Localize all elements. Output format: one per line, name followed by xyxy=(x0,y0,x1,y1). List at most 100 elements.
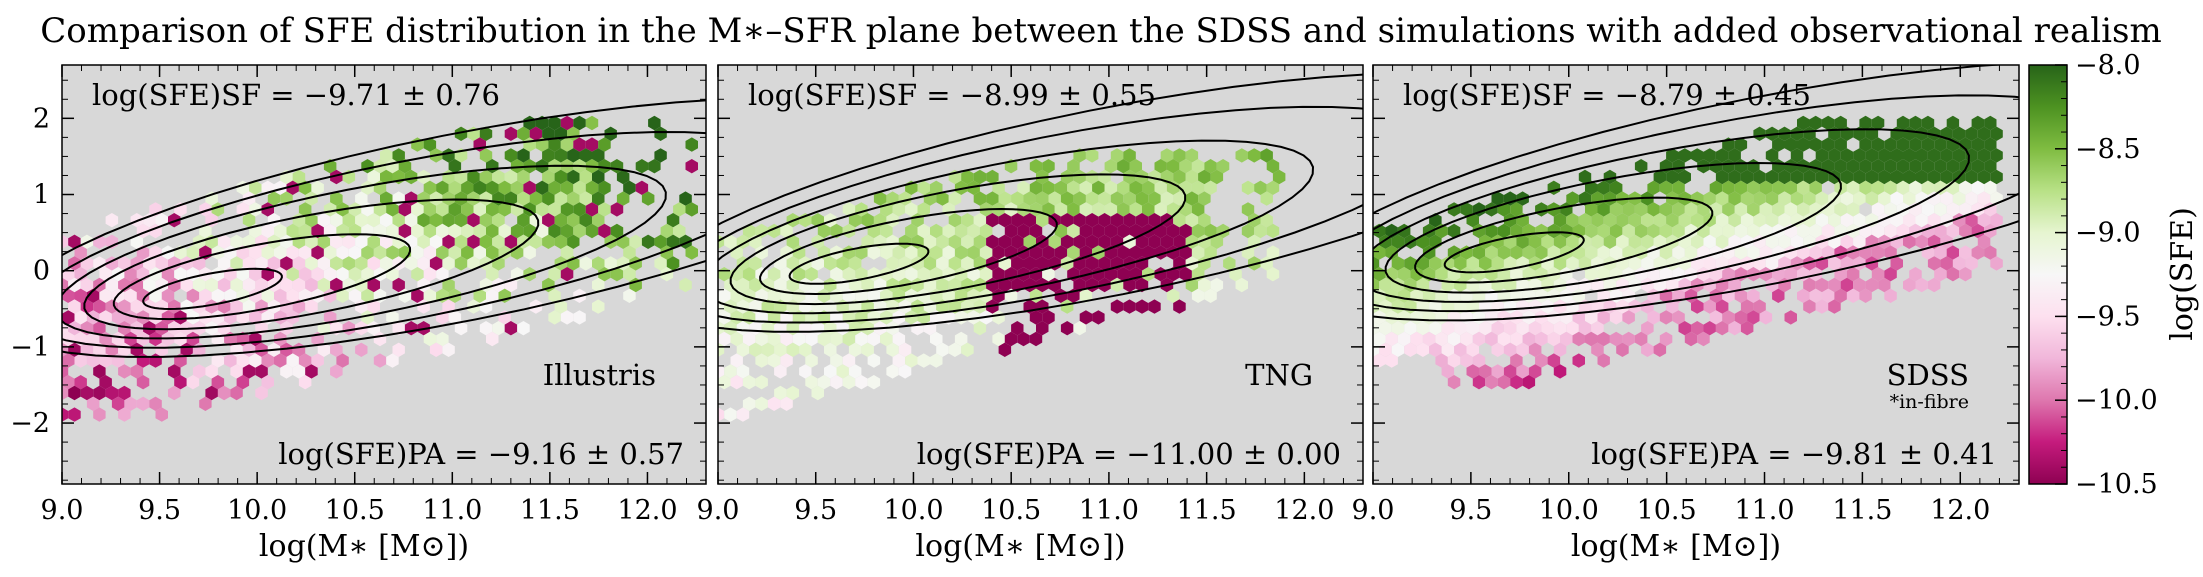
hexbin-cell xyxy=(467,169,480,185)
hexbin-cell xyxy=(1042,159,1055,174)
hexbin-cell xyxy=(1123,191,1136,206)
hexbin-cell xyxy=(598,202,611,217)
hexbin-cell xyxy=(567,169,580,185)
hexbin-cell xyxy=(1840,213,1854,228)
hexbin-cell xyxy=(1772,202,1785,217)
hexbin-cell xyxy=(1946,223,1960,239)
hexbin-cell xyxy=(836,256,849,271)
hexbin-cell xyxy=(467,191,480,206)
hexbin-cell xyxy=(1890,256,1903,271)
hexbin-cell xyxy=(1915,169,1928,185)
hexbin-cell xyxy=(336,267,349,282)
hexbin-cell xyxy=(1703,148,1716,163)
hexbin-cell xyxy=(367,277,380,293)
hexbin-cell xyxy=(767,331,781,347)
hexbin-cell xyxy=(1797,180,1810,195)
hexbin-cell xyxy=(623,267,636,282)
hexbin-cell xyxy=(755,353,768,368)
hexbin-cell xyxy=(1516,299,1529,314)
hexbin-cell xyxy=(886,277,899,293)
hexbin-cell xyxy=(348,267,362,282)
hexbin-cell xyxy=(679,277,692,293)
hexbin-cell xyxy=(1728,213,1741,228)
hexbin-cell xyxy=(1828,277,1841,293)
hexbin-cell xyxy=(249,267,262,282)
hexbin-cell xyxy=(74,310,87,325)
hexbin-cell xyxy=(105,385,119,401)
hexbin-cell xyxy=(917,288,930,303)
hexbin-cell xyxy=(761,299,775,314)
hexbin-cell xyxy=(1466,342,1479,357)
hexbin-cell xyxy=(1416,342,1430,357)
hexbin-cell xyxy=(848,256,862,271)
hexbin-cell xyxy=(1503,364,1517,379)
annotation-sfe-pa: log(SFE)PA = −9.16 ± 0.57 xyxy=(278,437,684,471)
hexbin-cell xyxy=(861,277,874,293)
hexbin-cell xyxy=(880,310,893,325)
hexbin-cell xyxy=(1117,223,1130,239)
hexbin-cell xyxy=(873,191,887,206)
hexbin-cell xyxy=(1946,202,1960,217)
hexbin-cell xyxy=(855,375,868,390)
hexbin-cell xyxy=(230,234,243,249)
hexbin-cell xyxy=(74,245,87,260)
hexbin-cell xyxy=(1023,191,1036,206)
hexbin-cell xyxy=(1734,288,1748,303)
hexbin-cell xyxy=(1672,159,1685,174)
hexbin-cell xyxy=(236,375,250,390)
hexbin-cell xyxy=(330,364,343,379)
hexbin-cell xyxy=(504,148,518,163)
hexbin-cell xyxy=(623,180,636,195)
hexbin-cell xyxy=(1260,148,1273,163)
hexbin-cell xyxy=(1547,245,1561,260)
hexbin-cell xyxy=(1597,223,1610,239)
hexbin-cell xyxy=(1591,234,1604,249)
hexbin-cell xyxy=(1759,310,1773,325)
hexbin-cell xyxy=(1042,310,1055,325)
hexbin-cell xyxy=(367,169,380,185)
hexbin-cell xyxy=(792,267,806,282)
hexbin-cell xyxy=(1585,223,1598,239)
hexbin-cell xyxy=(1672,310,1685,325)
hexbin-cell xyxy=(548,137,561,152)
hexbin-cell xyxy=(1522,375,1536,390)
x-tick-label: 10.0 xyxy=(883,495,943,526)
hexbin-cell xyxy=(417,234,430,249)
hexbin-cell xyxy=(1179,245,1192,260)
hexbin-cell xyxy=(523,245,536,260)
hexbin-cell xyxy=(168,364,181,379)
hexbin-cell xyxy=(1896,180,1910,195)
hexbin-cell xyxy=(1578,169,1592,185)
hexbin-cell xyxy=(592,277,605,293)
hexbin-cell xyxy=(1528,342,1542,357)
hexbin-cell xyxy=(1747,288,1760,303)
hexbin-cell xyxy=(479,213,493,228)
hexbin-cell xyxy=(161,310,175,325)
hexbin-cell xyxy=(486,288,499,303)
hexbin-cell xyxy=(392,277,405,293)
hexbin-cell xyxy=(105,299,119,314)
hexbin-cell xyxy=(1185,148,1199,163)
hexbin-cell xyxy=(1740,191,1754,206)
hexbin-cell xyxy=(1029,331,1043,347)
hexbin-cell xyxy=(1915,213,1928,228)
hexbin-cell xyxy=(1946,267,1960,282)
hexbin-cell xyxy=(930,331,943,347)
hexbin-cell xyxy=(1191,245,1205,260)
x-axis-label: log(M∗ [M⊙]) xyxy=(915,529,1125,564)
hexbin-cell xyxy=(592,191,605,206)
hexbin-cell xyxy=(529,191,543,206)
hexbin-cell xyxy=(986,191,999,206)
hexbin-cell xyxy=(610,223,624,239)
hexbin-cell xyxy=(954,180,968,195)
colorbar: −8.0 −8.5 −9.0 −9.5 −10.0 −10.5 log(SFE) xyxy=(2028,50,2200,500)
hexbin-cell xyxy=(1597,180,1610,195)
hexbin-cell xyxy=(1734,223,1748,239)
hexbin-cell xyxy=(1691,213,1704,228)
hexbin-cell xyxy=(1691,234,1704,249)
hexbin-cell xyxy=(1884,223,1897,239)
hexbin-cell xyxy=(1079,223,1093,239)
hexbin-cell xyxy=(1404,321,1417,336)
hexbin-cell xyxy=(436,202,449,217)
hexbin-cell xyxy=(205,277,218,293)
